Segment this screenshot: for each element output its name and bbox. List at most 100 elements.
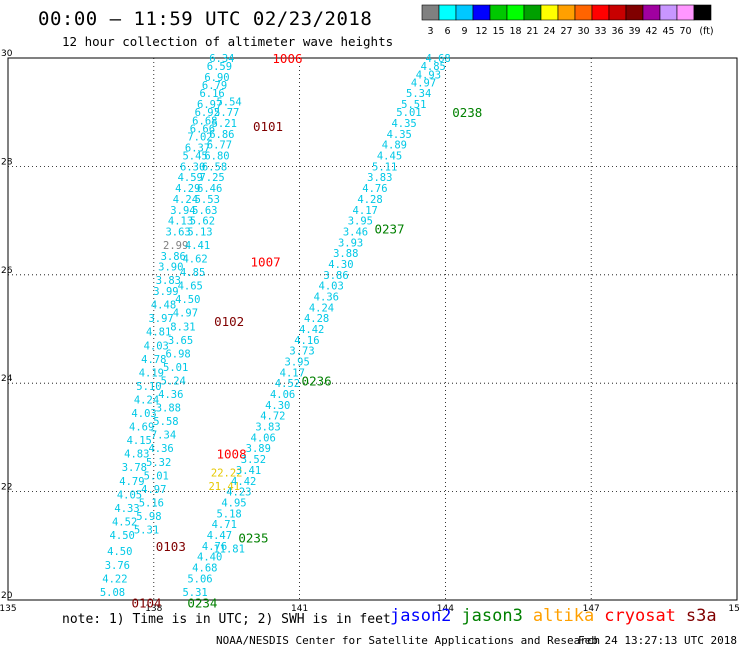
wave-height-value: 4.50 bbox=[110, 530, 135, 542]
wave-height-value: 6.16 bbox=[199, 88, 224, 100]
wave-height-value: 4.17 bbox=[280, 367, 305, 379]
wave-height-value: 5.06 bbox=[187, 573, 212, 585]
y-tick-label: 26 bbox=[1, 266, 13, 276]
wave-height-value: 5.58 bbox=[153, 416, 178, 428]
wave-height-value: 3.86 bbox=[161, 251, 186, 263]
satellite-legend-item: jason2 bbox=[390, 606, 452, 626]
wave-height-value: 6.92 bbox=[195, 107, 220, 119]
wave-height-value: 2.99 bbox=[163, 240, 188, 252]
wave-height-value: 4.15 bbox=[127, 435, 152, 447]
track-time-label: 1008 bbox=[217, 447, 247, 462]
wave-height-value: 5.08 bbox=[100, 587, 125, 599]
wave-height-value: 4.81 bbox=[146, 327, 171, 339]
wave-height-value: 4.13 bbox=[168, 216, 193, 228]
track-time-label: 0235 bbox=[238, 531, 268, 546]
wave-height-value: 3.41 bbox=[236, 465, 261, 477]
wave-height-value: 4.16 bbox=[294, 335, 319, 347]
wave-height-value: 6.90 bbox=[204, 72, 229, 84]
wave-height-value: 3.78 bbox=[122, 462, 147, 474]
track-time-label: 0103 bbox=[156, 539, 186, 554]
track-time-label: 0236 bbox=[302, 373, 332, 388]
wave-height-value: 6.79 bbox=[202, 80, 227, 92]
satellite-legend-item: cryosat bbox=[604, 606, 676, 626]
x-tick-label: 135 bbox=[0, 604, 17, 614]
wave-height-value: 4.42 bbox=[231, 476, 256, 488]
wave-height-value: 3.90 bbox=[158, 262, 183, 274]
wave-height-value: 3.83 bbox=[156, 275, 181, 287]
colorbar-label: 39 bbox=[628, 26, 640, 37]
wave-height-value: 5.16 bbox=[139, 497, 164, 509]
satellite-legend-item: s3a bbox=[685, 606, 717, 626]
wave-height-value: 5.98 bbox=[136, 511, 161, 523]
wave-height-value: 6.68 bbox=[192, 115, 217, 127]
wave-height-value: 4.19 bbox=[139, 367, 164, 379]
colorbar-label: 15 bbox=[492, 26, 504, 37]
wave-height-value: 3.97 bbox=[148, 313, 173, 325]
wave-height-value: 4.48 bbox=[151, 300, 176, 312]
wave-height-value: 5.32 bbox=[146, 457, 171, 469]
wave-height-value: 21.41 bbox=[208, 481, 240, 493]
satellite-legend: jason2 jason3 altika cryosat s3a bbox=[390, 606, 727, 626]
wave-height-value: 4.97 bbox=[141, 484, 166, 496]
wave-height-value: 4.59 bbox=[178, 172, 203, 184]
wave-height-value: 4.52 bbox=[275, 378, 300, 390]
wave-height-value: 6.66 bbox=[190, 123, 215, 135]
wave-height-value: 5.51 bbox=[401, 99, 426, 111]
wave-height-value: 5.53 bbox=[195, 194, 220, 206]
wave-height-value: 6.77 bbox=[207, 140, 232, 152]
wave-height-value: 5.31 bbox=[182, 587, 207, 599]
y-tick-label: 28 bbox=[1, 157, 13, 167]
wave-height-value: 4.41 bbox=[185, 240, 210, 252]
wave-height-value: 4.95 bbox=[221, 497, 246, 509]
wave-height-value: 4.36 bbox=[314, 291, 339, 303]
wave-height-value: 3.46 bbox=[343, 226, 368, 238]
wave-height-value: 4.47 bbox=[207, 530, 232, 542]
wave-height-value: 6.86 bbox=[209, 129, 234, 141]
wave-height-value: 3.94 bbox=[170, 205, 195, 217]
wave-height-value: 3.99 bbox=[153, 286, 178, 298]
wave-height-value: 3.88 bbox=[156, 403, 181, 415]
wave-height-value: 4.50 bbox=[107, 546, 132, 558]
wave-height-value: 4.35 bbox=[387, 129, 412, 141]
wave-height-value: 3.83 bbox=[255, 422, 280, 434]
wave-height-value: 5.62 bbox=[190, 216, 215, 228]
wave-height-value: 5.10 bbox=[136, 381, 161, 393]
colorbar-label: (ft) bbox=[699, 26, 713, 37]
wave-height-value: 4.85 bbox=[421, 61, 446, 73]
wave-height-value: 4.28 bbox=[357, 194, 382, 206]
satellite-legend-item: altika bbox=[532, 606, 595, 626]
wave-height-value: 4.30 bbox=[328, 259, 353, 271]
wave-height-value: 5.34 bbox=[406, 88, 431, 100]
wave-height-value: 3.95 bbox=[285, 357, 310, 369]
wave-height-value: 5.01 bbox=[396, 107, 421, 119]
x-tick-label: 144 bbox=[437, 604, 454, 614]
wave-height-value: 4.35 bbox=[391, 118, 416, 130]
wave-height-value: 6.34 bbox=[209, 53, 234, 65]
wave-height-value: 5.11 bbox=[372, 161, 397, 173]
wave-height-value: 5.13 bbox=[187, 226, 212, 238]
colorbar-label: 70 bbox=[679, 26, 691, 37]
wave-height-value: 6.98 bbox=[165, 348, 190, 360]
wave-height-value: 5.54 bbox=[216, 96, 241, 108]
wave-height-value: 6.58 bbox=[202, 161, 227, 173]
wave-height-value: 4.97 bbox=[411, 77, 436, 89]
wave-height-value: 5.21 bbox=[212, 118, 237, 130]
track-time-label: 1007 bbox=[251, 254, 281, 269]
wave-height-value: 3.73 bbox=[289, 346, 314, 358]
wave-height-value: 4.93 bbox=[416, 69, 441, 81]
wave-height-value: 3.95 bbox=[348, 216, 373, 228]
colorbar-label: 42 bbox=[645, 26, 657, 37]
wave-height-value: 6.59 bbox=[207, 61, 232, 73]
colorbar-label: 9 bbox=[461, 26, 467, 37]
wave-height-value: 4.68 bbox=[192, 562, 217, 574]
colorbar-label: 33 bbox=[594, 26, 606, 37]
wave-height-value: 4.33 bbox=[114, 503, 139, 515]
wave-height-value: 4.30 bbox=[265, 400, 290, 412]
colorbar-label: 6 bbox=[444, 26, 450, 37]
wave-height-value: 4.24 bbox=[134, 394, 159, 406]
colorbar-label: 3 bbox=[427, 26, 433, 37]
wave-height-value: 4.97 bbox=[173, 308, 198, 320]
wave-height-value: 5.45 bbox=[182, 151, 207, 163]
wave-height-value: 4.76 bbox=[362, 183, 387, 195]
footnote: note: 1) Time is in UTC; 2) SWH is in fe… bbox=[62, 612, 391, 627]
